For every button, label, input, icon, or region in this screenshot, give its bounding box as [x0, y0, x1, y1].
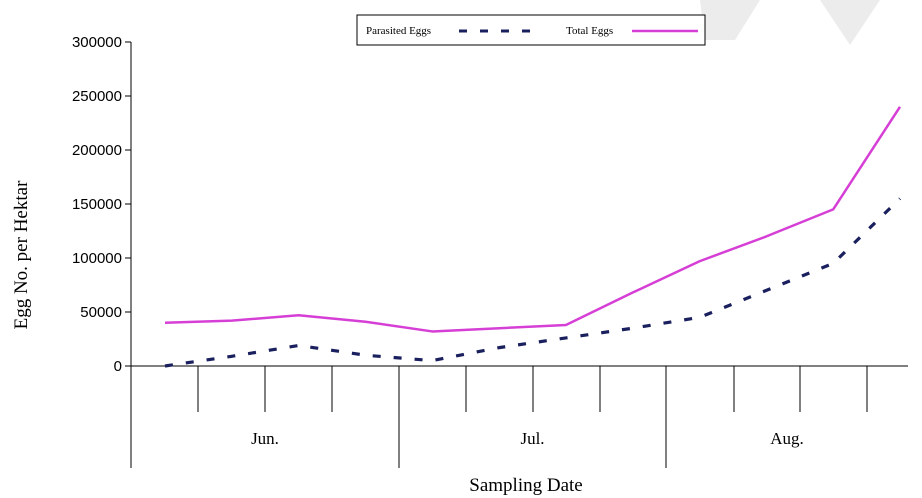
month-label: Jun.: [251, 429, 279, 448]
month-label: Jul.: [520, 429, 544, 448]
series-line-total-eggs: [164, 106, 902, 333]
series-lines: [164, 106, 902, 368]
x-axis-ticks: [197, 366, 868, 468]
y-tick-label: 200000: [72, 142, 122, 159]
y-tick-label: 0: [114, 358, 122, 375]
series-line-parasited-eggs: [164, 197, 902, 368]
y-axis-title: Egg No. per Hektar: [11, 180, 32, 329]
legend-label-total: Total Eggs: [566, 25, 613, 37]
y-axis-ticks: 0 50000 100000 150000 200000 250000 300000: [72, 34, 131, 375]
y-tick-label: 250000: [72, 88, 122, 105]
y-tick-label: 100000: [72, 250, 122, 267]
y-tick-label: 50000: [80, 304, 122, 321]
y-tick-label: 300000: [72, 34, 122, 51]
background-decoration: [700, 0, 880, 45]
month-labels: Jun. Jul. Aug.: [251, 429, 804, 448]
month-label: Aug.: [770, 429, 804, 448]
y-tick-label: 150000: [72, 196, 122, 213]
axes: [130, 42, 908, 468]
legend: Parasited Eggs Total Eggs: [356, 14, 706, 46]
legend-label-parasited: Parasited Eggs: [366, 25, 431, 37]
x-axis-title: Sampling Date: [469, 475, 582, 496]
